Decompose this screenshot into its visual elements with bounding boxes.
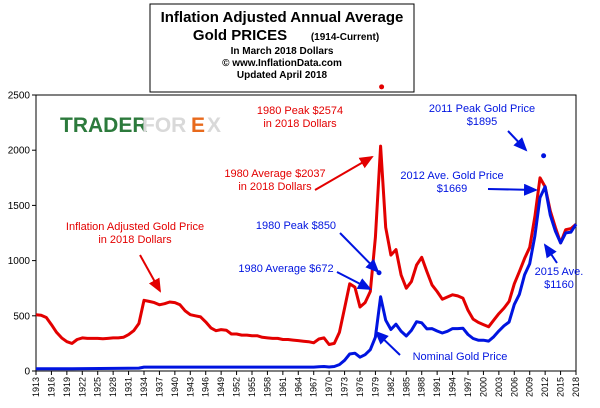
annotation-line: $1160 [544,279,574,291]
arrow-2015-average [543,243,558,264]
x-tick-label: 1913 [31,377,41,397]
annotation-line: Inflation Adjusted Gold Price [66,221,204,233]
x-tick-label: 1928 [108,377,118,397]
x-tick-label: 2003 [494,377,504,397]
x-tick-label: 1937 [154,377,164,397]
x-tick-label: 1931 [124,377,134,397]
x-tick-label: 1976 [355,377,365,397]
y-tick-label: 1500 [8,201,31,212]
watermark-part2: FOR [142,114,186,137]
annotation-1980-peak-red: 1980 Peak $2574 in 2018 Dollars [257,105,343,130]
arrow-1980-average-blue [336,271,372,290]
arrow-nominal [374,330,401,356]
x-tick-label: 1967 [309,377,319,397]
series-line-nominal [36,185,578,371]
annotation-line: 1980 Peak $2574 [257,105,343,117]
arrow-1980-peak-blue [339,232,380,274]
chart-title-line4: © www.InflationData.com [222,58,342,69]
x-tick-label: 1943 [185,377,195,397]
x-tick-label: 1985 [401,377,411,397]
x-tick-label: 1925 [93,377,103,397]
annotation-2012-average: 2012 Ave. Gold Price $1669 [400,170,503,195]
annotation-line: 1980 Peak $850 [256,220,336,232]
x-tick-label: 2009 [525,377,535,397]
plot-frame [35,94,577,372]
y-tick-label: 500 [13,311,30,322]
x-tick-label: 1952 [232,377,242,397]
annotation-line: 1980 Average $672 [238,263,333,275]
x-tick-label: 1982 [386,377,396,397]
x-tick-label: 1991 [432,377,442,397]
x-tick-label: 1961 [278,377,288,397]
x-tick-label: 1922 [77,377,87,397]
x-tick-label: 1997 [463,377,473,397]
annotation-2011-peak: 2011 Peak Gold Price $1895 [429,103,535,128]
x-tick-label: 2018 [571,377,581,397]
chart-title-line2: Gold PRICES [193,27,287,44]
x-tick-label: 2012 [540,377,550,397]
x-tick-label: 1994 [448,377,458,397]
title-box [149,3,415,93]
chart-title-line2-suffix: (1914-Current) [311,32,379,43]
y-axis: 0 500 1000 1500 2000 2500 [8,91,36,378]
annotation-nominal: Nominal Gold Price [413,351,508,363]
annotation-inflation-adjusted: Inflation Adjusted Gold Price in 2018 Do… [66,221,204,246]
peak-marker [541,153,547,159]
x-tick-label: 1940 [170,377,180,397]
chart-title-line5: Updated April 2018 [237,70,328,81]
annotation-line: in 2018 Dollars [98,234,172,246]
annotation-line: $1895 [467,116,498,128]
y-tick-label: 1000 [8,256,31,267]
x-tick-label: 1916 [46,377,56,397]
x-tick-label: 1955 [247,377,257,397]
x-tick-label: 1919 [62,377,72,397]
chart-title-line1: Inflation Adjusted Annual Average [161,9,404,26]
y-tick-label: 0 [24,367,30,378]
x-tick-label: 1958 [262,377,272,397]
chart-title-line3: In March 2018 Dollars [231,46,334,57]
annotation-line: 1980 Average $2037 [224,168,325,180]
y-tick-label: 2500 [8,91,31,102]
annotation-line: Nominal Gold Price [413,351,508,363]
annotation-line: 2011 Peak Gold Price [429,103,535,115]
arrow-2011-peak [507,130,528,152]
x-tick-label: 1964 [293,377,303,397]
watermark-part3: E [191,114,205,137]
annotation-line: in 2018 Dollars [263,118,337,130]
x-tick-label: 1979 [370,377,380,397]
x-tick-label: 1973 [340,377,350,397]
x-tick-label: 1949 [216,377,226,397]
x-tick-label: 1946 [201,377,211,397]
x-tick-label: 1970 [324,377,334,397]
x-axis: 1913 1916 1919 1922 1925 1928 1931 1934 1937 1940… [31,371,581,397]
x-tick-label: 2015 [556,377,566,397]
x-tick-label: 2000 [478,377,488,397]
annotation-2015-average: 2015 Ave. $1160 [535,266,584,291]
annotation-1980-average-red: 1980 Average $2037 in 2018 Dollars [224,168,325,193]
annotation-line: 2015 Ave. [535,266,584,278]
annotation-line: 2012 Ave. Gold Price [400,170,503,182]
arrow-2012-average [487,183,538,196]
annotation-line: in 2018 Dollars [238,181,312,193]
annotation-1980-average-blue: 1980 Average $672 [238,263,333,275]
arrow-1980-average-red [314,155,374,191]
y-tick-label: 2000 [8,146,31,157]
arrow-inflation-adjusted [139,254,161,293]
watermark-part4: X [207,114,221,137]
x-tick-label: 2006 [509,377,519,397]
watermark-part1: TRADER [60,114,148,137]
x-tick-label: 1934 [139,377,149,397]
watermark-logo: TRADER FOR E X [60,114,221,137]
annotation-1980-peak-blue: 1980 Peak $850 [256,220,336,232]
x-tick-label: 1988 [417,377,427,397]
series-line-inflation-adjusted [35,144,577,346]
peak-marker [379,84,385,90]
annotation-line: $1669 [437,183,468,195]
